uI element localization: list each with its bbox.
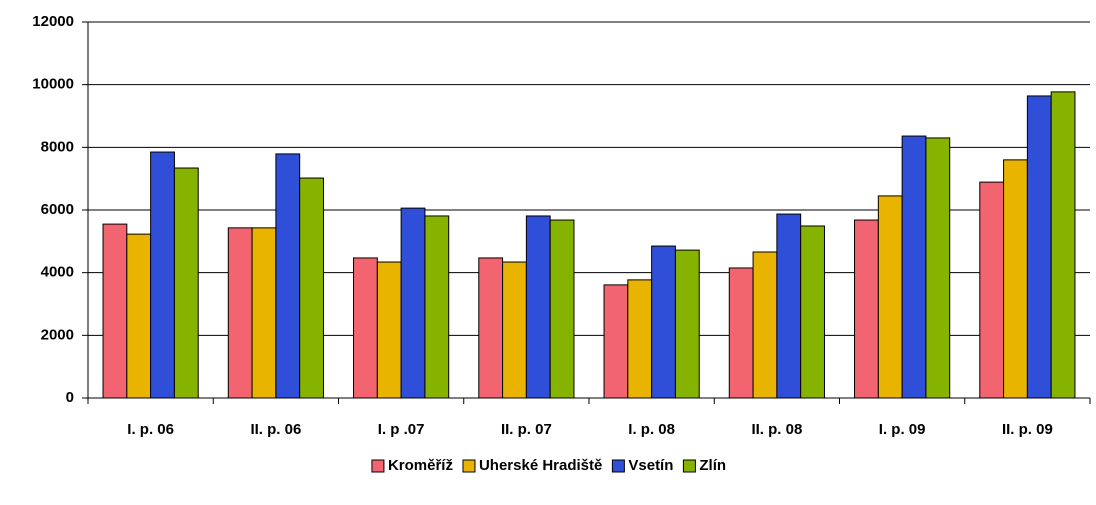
bar xyxy=(126,233,152,399)
bar xyxy=(979,181,1005,399)
bar xyxy=(1026,95,1052,399)
legend-label: Kroměříž xyxy=(388,457,453,474)
bar xyxy=(728,267,754,399)
y-tick-label: 2000 xyxy=(41,326,74,343)
legend: Kroměříž Uherské Hradiště Vsetín Zlín xyxy=(371,457,726,474)
bar xyxy=(1003,159,1028,399)
bar xyxy=(901,135,927,399)
bar xyxy=(651,245,676,399)
bar xyxy=(800,225,825,399)
y-tick-label: 10000 xyxy=(32,76,74,93)
bar xyxy=(353,257,378,399)
legend-label: Vsetín xyxy=(628,457,673,474)
x-tick-label: I. p. 08 xyxy=(628,421,675,438)
y-tick-label: 8000 xyxy=(41,138,74,155)
x-tick-label: II. p. 08 xyxy=(751,421,802,438)
y-tick-label: 0 xyxy=(66,389,74,406)
bar xyxy=(150,151,175,399)
x-tick-label: I. p .07 xyxy=(378,421,425,438)
bar xyxy=(603,284,629,399)
y-tick-label: 4000 xyxy=(41,264,74,281)
bar xyxy=(400,207,426,399)
bar xyxy=(227,227,253,399)
bar xyxy=(549,219,575,399)
bar xyxy=(102,223,128,399)
y-tick-label: 12000 xyxy=(32,13,74,30)
legend-swatch xyxy=(462,459,476,473)
bar xyxy=(376,261,402,399)
bar xyxy=(877,195,903,399)
x-tick-label: I. p. 09 xyxy=(879,421,926,438)
bar xyxy=(752,251,778,399)
bar xyxy=(674,249,700,399)
x-tick-label: II. p. 06 xyxy=(250,421,301,438)
bar xyxy=(173,167,199,399)
legend-swatch xyxy=(682,459,696,473)
legend-label: Uherské Hradiště xyxy=(479,457,602,474)
bar xyxy=(275,153,301,399)
y-tick-label: 6000 xyxy=(41,201,74,218)
bar xyxy=(251,227,277,399)
bar xyxy=(1050,91,1076,399)
bar xyxy=(776,213,802,399)
legend-label: Zlín xyxy=(699,457,726,474)
bar xyxy=(854,219,879,399)
x-tick-label: II. p. 07 xyxy=(501,421,552,438)
bar xyxy=(925,137,951,399)
x-tick-label: I. p. 06 xyxy=(127,421,174,438)
bar xyxy=(299,177,324,399)
bar xyxy=(502,261,527,399)
legend-swatch xyxy=(611,459,625,473)
bar xyxy=(525,215,551,399)
legend-swatch xyxy=(371,459,385,473)
bar xyxy=(424,215,450,399)
x-tick-label: II. p. 09 xyxy=(1002,421,1053,438)
bar xyxy=(627,279,653,399)
bar xyxy=(478,257,504,399)
